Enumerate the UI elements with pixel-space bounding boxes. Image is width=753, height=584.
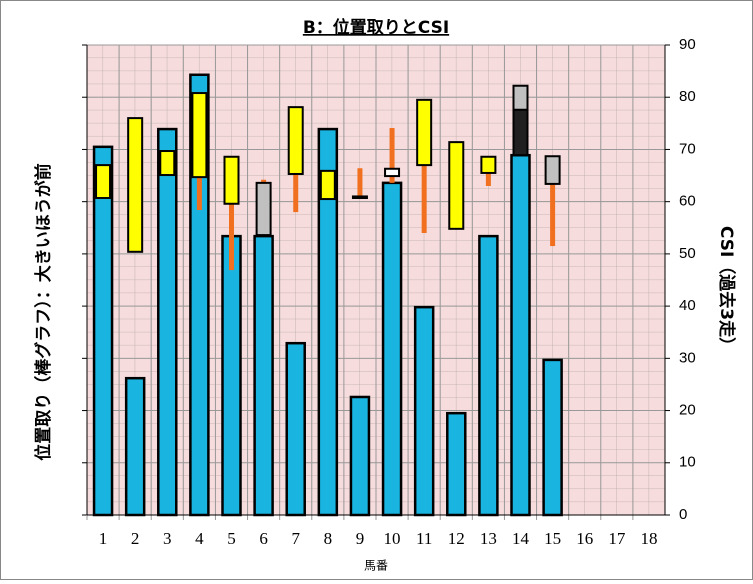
bar	[349, 395, 371, 517]
bar	[381, 181, 403, 517]
x-tick-label: 13	[480, 529, 497, 548]
x-tick-label: 10	[384, 529, 401, 548]
csi-line	[357, 168, 363, 199]
x-tick-label: 17	[608, 529, 626, 548]
csi-box	[127, 117, 144, 253]
x-tick-label: 15	[544, 529, 561, 548]
bar	[189, 73, 210, 517]
x-tick-label: 18	[640, 529, 657, 548]
x-axis-title: 馬番	[364, 559, 388, 573]
y2-tick-label: 20	[679, 402, 696, 419]
x-tick-label: 16	[576, 529, 593, 548]
bar	[285, 341, 306, 517]
y2-tick-label: 30	[679, 349, 696, 366]
chart-title: B：位置取りとCSI	[303, 17, 449, 38]
csi-box	[448, 141, 465, 230]
x-tick-label: 11	[416, 529, 432, 548]
csi-line	[229, 203, 234, 271]
csi-box	[223, 155, 240, 205]
csi-box	[159, 150, 176, 177]
y2-tick-label: 80	[679, 88, 696, 105]
bar	[413, 305, 435, 517]
bar	[317, 127, 339, 517]
bar	[510, 153, 531, 517]
csi-box	[95, 164, 112, 200]
x-tick-label: 3	[163, 529, 172, 548]
y-axis-title: 位置取り（棒グラフ）：大きいほうが前	[33, 163, 54, 461]
bar	[124, 376, 146, 517]
bar	[478, 234, 499, 517]
y2-tick-label: 10	[679, 454, 696, 471]
y2-tick-label: 60	[679, 193, 696, 210]
x-tick-label: 12	[448, 529, 465, 548]
csi-box	[191, 92, 208, 179]
y2-tick-label: 0	[679, 506, 687, 523]
x-tick-label: 8	[324, 529, 333, 548]
x-tick-label: 5	[227, 529, 236, 548]
x-tick-label: 2	[131, 529, 140, 548]
csi-line	[293, 173, 299, 213]
x-tick-label: 6	[259, 529, 268, 548]
x-tick-label: 7	[291, 529, 300, 548]
csi-box	[351, 195, 368, 200]
csi-line	[550, 183, 556, 247]
csi-box	[384, 167, 401, 178]
x-tick-label: 1	[99, 529, 108, 548]
bar	[92, 145, 114, 517]
bar	[253, 234, 274, 517]
y2-tick-label: 90	[679, 36, 696, 53]
bar	[542, 358, 563, 517]
csi-box	[512, 108, 529, 157]
csi-line	[485, 172, 491, 186]
y2-tick-label: 70	[679, 140, 696, 157]
csi-box	[255, 181, 272, 237]
csi-line	[421, 165, 427, 233]
csi-box	[544, 155, 561, 185]
csi-box	[416, 98, 433, 167]
x-tick-label: 9	[356, 529, 365, 548]
csi-line	[196, 177, 202, 211]
x-tick-label: 14	[512, 529, 530, 548]
y2-axis-title: CSI（過去3走）	[716, 226, 737, 354]
bar	[446, 411, 467, 517]
csi-box	[480, 155, 497, 174]
csi-line	[389, 128, 395, 183]
csi-box	[287, 106, 304, 175]
y2-tick-label: 40	[679, 297, 696, 314]
csi-box	[319, 169, 336, 201]
bar	[157, 127, 178, 517]
y2-tick-label: 50	[679, 245, 696, 262]
x-tick-label: 4	[195, 529, 204, 548]
bar	[221, 234, 242, 517]
